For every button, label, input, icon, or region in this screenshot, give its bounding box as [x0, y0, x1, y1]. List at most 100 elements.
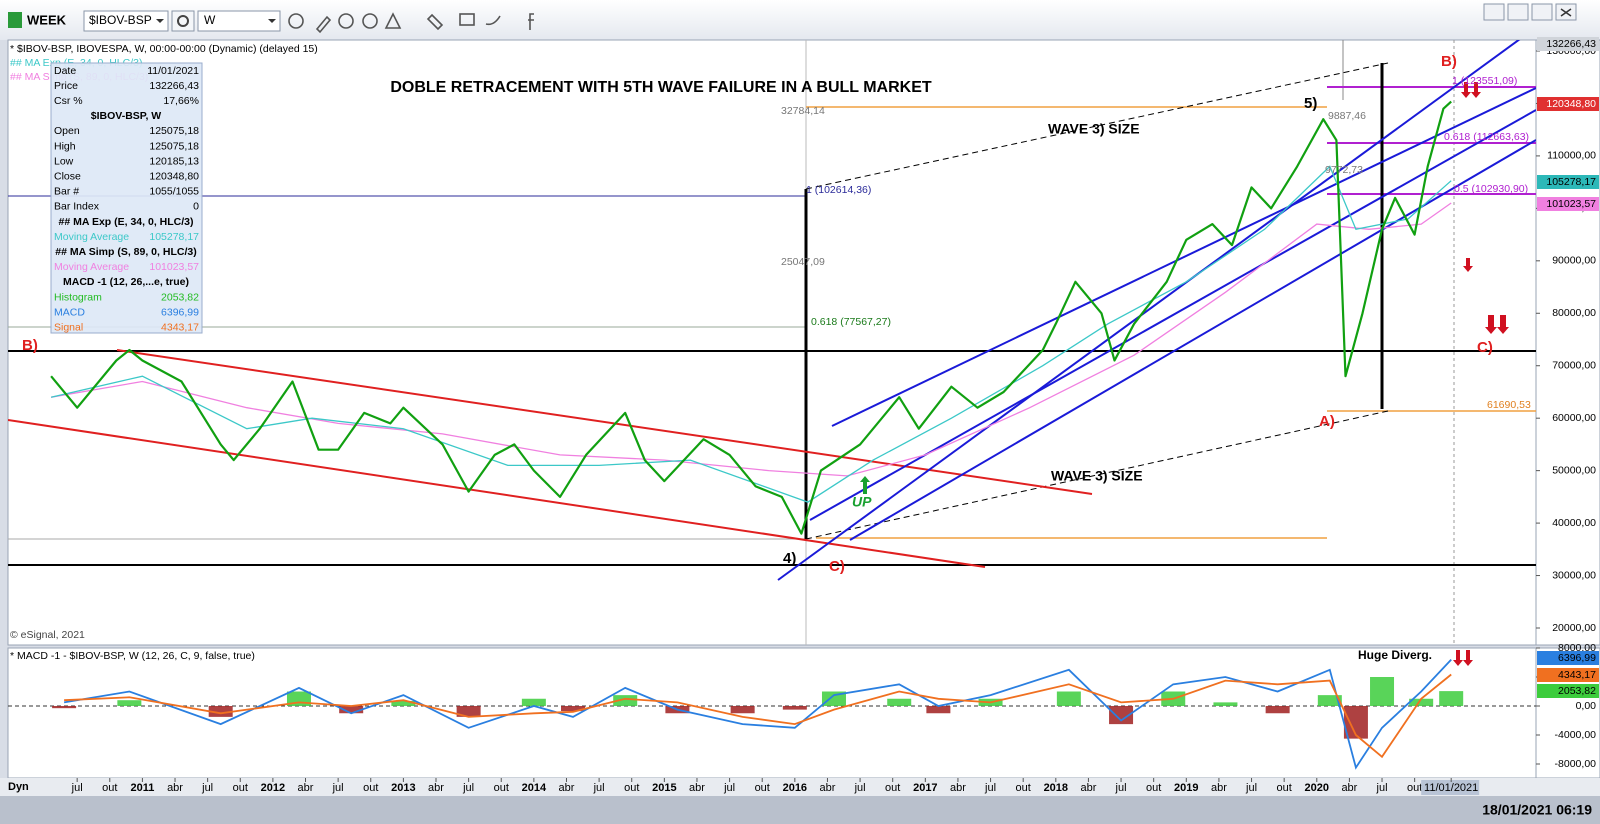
histogram-bar: [208, 706, 233, 717]
info-value: 0: [193, 201, 199, 213]
fib-label: 1 (102614,36): [806, 184, 871, 196]
axis-flag-label: 4343,17: [1558, 669, 1596, 681]
histogram-bar: [1213, 702, 1238, 706]
info-label: Histogram: [54, 291, 102, 303]
twitter-icon[interactable]: [485, 15, 501, 26]
time-tick-label: jul: [201, 782, 213, 794]
symbol-text: $IBOV-BSP: [89, 13, 152, 27]
histogram-bar: [391, 700, 416, 706]
info-header: ## MA Exp (E, 34, 0, HLC/3): [59, 216, 194, 228]
time-tick-label: 2012: [261, 782, 285, 794]
time-tick-label: out: [1407, 782, 1422, 794]
macd-tick-label: 0,00: [1576, 700, 1597, 712]
moving-average-line: [50, 165, 1452, 503]
histogram-bar: [887, 698, 912, 706]
time-tick-label: abr: [689, 782, 705, 794]
study-icon[interactable]: [338, 13, 354, 29]
interval-box[interactable]: [197, 10, 281, 32]
wave-label: 4): [783, 550, 796, 567]
axis-flag-label: 132266,43: [1546, 38, 1596, 50]
info-label: MACD: [54, 306, 85, 318]
tag-icon[interactable]: [426, 13, 444, 31]
time-tick-label: 2016: [783, 782, 807, 794]
gear-icon: [177, 15, 189, 27]
chart-header: * $IBOV-BSP, IBOVESPA, W, 00:00-00:00 (D…: [10, 43, 318, 55]
histogram-bar: [1317, 695, 1342, 706]
time-tick-label: 2018: [1044, 782, 1068, 794]
info-label: Moving Average: [54, 261, 129, 273]
fib-label: 0.618 (77567,27): [811, 316, 891, 328]
clock-icon[interactable]: [288, 13, 304, 29]
time-tick-label: jul: [854, 782, 866, 794]
info-panel-box: [50, 62, 203, 334]
time-tick-label: 2011: [130, 782, 154, 794]
time-tick-label: abr: [950, 782, 966, 794]
settings-button[interactable]: [171, 10, 195, 32]
histogram-bar: [1056, 691, 1081, 706]
pen-icon[interactable]: [315, 15, 332, 34]
time-tick-label: 2014: [522, 782, 547, 794]
info-value: 11/01/2021: [147, 65, 199, 77]
maximize-button[interactable]: [1531, 3, 1553, 21]
up-arrow: [860, 476, 870, 494]
price-tick-label: 50000,00: [1552, 464, 1596, 476]
symbol-box[interactable]: [83, 10, 169, 32]
info-label: Moving Average: [54, 231, 129, 243]
time-tick-label: 2017: [913, 782, 937, 794]
alert-icon[interactable]: [384, 12, 402, 29]
histogram-bar: [1409, 698, 1434, 706]
red-arrows: [1453, 650, 1473, 666]
macd-tick-label: -8000,00: [1555, 758, 1597, 770]
comment-icon[interactable]: [459, 13, 475, 26]
time-tick-label: jul: [1245, 782, 1257, 794]
period-label: WEEK: [27, 12, 67, 27]
macd-panel: [7, 647, 1537, 779]
info-header: ## MA Simp (S, 89, 0, HLC/3): [55, 246, 196, 258]
time-cursor-flag: [1421, 780, 1480, 795]
wave-label: B): [22, 337, 38, 354]
histogram-bar: [1109, 706, 1134, 725]
macd-plot: [8, 650, 1536, 770]
macd-tick-label: -4000,00: [1555, 729, 1597, 741]
info-label: Bar #: [54, 186, 79, 198]
time-tick-label: out: [363, 782, 378, 794]
time-tick-label: out: [1277, 782, 1292, 794]
play-icon[interactable]: [362, 13, 378, 29]
restore-button[interactable]: [1507, 3, 1529, 21]
histogram-bar: [613, 695, 638, 706]
time-tick-label: jul: [1115, 782, 1127, 794]
fib-label: 25047,09: [781, 256, 825, 268]
axis-flag-label: 105278,17: [1546, 176, 1596, 188]
annotation: Huge Diverg.: [1358, 648, 1432, 662]
price-tick-label: 90000,00: [1552, 255, 1596, 267]
time-tick-label: out: [494, 782, 509, 794]
axis-flag: [1537, 37, 1599, 51]
facebook-icon[interactable]: [528, 13, 534, 30]
fib-label: 0.5 (102930,90): [1454, 183, 1528, 195]
blue-channel: [831, 87, 1536, 427]
info-label: Open: [54, 125, 80, 137]
time-tick-label: 2013: [391, 782, 415, 794]
info-value: 1055/1055: [149, 186, 199, 198]
info-label: Date: [54, 65, 76, 77]
time-tick-label: jul: [723, 782, 735, 794]
histogram-bar: [1439, 691, 1464, 706]
time-tick-label: abr: [167, 782, 183, 794]
red-arrows: [1461, 82, 1509, 334]
info-value: 105278,17: [149, 231, 199, 243]
time-tick-label: abr: [1341, 782, 1357, 794]
annotation: WAVE 3) SIZE: [1051, 468, 1143, 484]
price-line: [50, 100, 1452, 535]
wave-label: C): [1477, 339, 1493, 356]
price-tick-label: 30000,00: [1552, 569, 1596, 581]
dropdown-arrow: [156, 19, 164, 23]
info-label: Close: [54, 170, 81, 182]
price-tick-label: 40000,00: [1552, 517, 1596, 529]
info-label: Signal: [54, 321, 83, 333]
price-panel: [7, 39, 1537, 646]
fib-label: 1 (123551,09): [1452, 75, 1517, 87]
minimize-button[interactable]: [1483, 3, 1505, 21]
histogram-bar: [1265, 706, 1290, 714]
axis-flag-label: 120348,80: [1546, 98, 1596, 110]
